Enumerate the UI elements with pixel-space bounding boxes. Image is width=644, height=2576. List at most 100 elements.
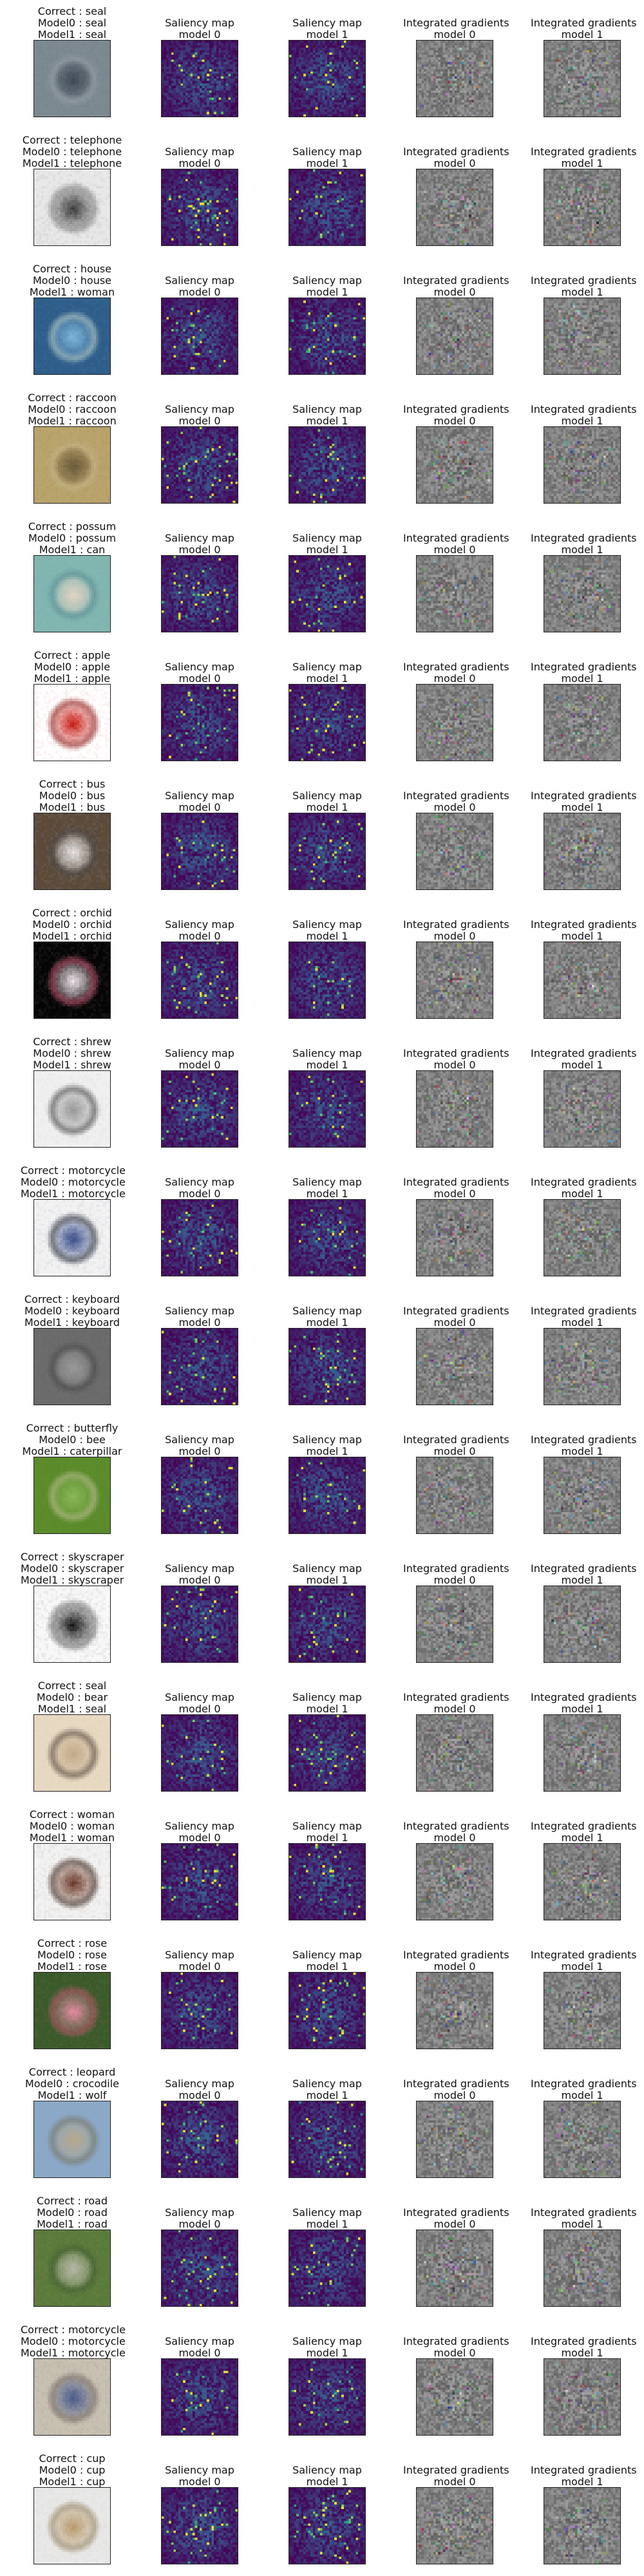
saliency-map-model-0-frame: [161, 2358, 238, 2436]
model0-prediction: Model0 : possum: [21, 533, 124, 544]
saliency-map-model-0-frame: [161, 1586, 238, 1663]
integrated-gradients-model-1-frame: [544, 684, 621, 761]
column-subtitle: model 1: [531, 1961, 634, 1973]
saliency-map-model-0-panel: Saliency map model 0: [161, 1417, 238, 1546]
column-subtitle: model 0: [148, 673, 251, 685]
saliency-map-model-1-panel: Saliency map model 1: [289, 129, 366, 258]
input-image: [34, 556, 110, 632]
correct-label: Correct : house: [21, 263, 124, 275]
sample-row: Correct : butterfly Model0 : bee Model1 : …: [0, 1417, 644, 1546]
column-title: Saliency map: [148, 2078, 251, 2090]
saliency-map-model-1-panel: Saliency map model 1: [289, 1417, 366, 1546]
saliency-map-model-0: [162, 2359, 238, 2435]
saliency-map-model-0: [162, 1715, 238, 1791]
sample-row: Correct : seal Model0 : bear Model1 : seal…: [0, 1674, 644, 1803]
saliency-map-model-1-panel: Saliency map model 1: [289, 515, 366, 644]
column-title: Integrated gradients: [531, 2465, 634, 2476]
saliency-map-model-0: [162, 942, 238, 1018]
integrated-gradients-model-1-panel: Integrated gradients model 1: [544, 644, 621, 773]
column-subtitle: model 0: [403, 1059, 506, 1071]
column-title: Saliency map: [148, 275, 251, 287]
saliency-map-model-1: [289, 427, 365, 503]
column-title: Saliency map: [148, 1949, 251, 1961]
model1-prediction: Model1 : wolf: [21, 2090, 124, 2101]
model1-prediction: Model1 : caterpillar: [21, 1446, 124, 1457]
integrated-gradients-model-0-frame: [416, 40, 493, 117]
integrated-gradients-model-0: [417, 556, 493, 632]
saliency-map-model-0-panel: Saliency map model 0: [161, 902, 238, 1030]
input-image-panel: Correct : butterfly Model0 : bee Model1 : …: [33, 1417, 111, 1546]
model0-prediction: Model0 : raccoon: [21, 404, 124, 415]
saliency-map-model-0-panel: Saliency map model 0: [161, 1030, 238, 1159]
saliency-map-model-1-frame: [289, 1328, 366, 1405]
correct-label: Correct : rose: [21, 1938, 124, 1949]
saliency-map-model-1-frame: [289, 684, 366, 761]
input-image-panel: Correct : skyscraper Model0 : skyscraper M…: [33, 1546, 111, 1674]
input-image-frame: [33, 298, 111, 375]
column-subtitle: model 1: [276, 544, 379, 556]
model0-prediction: Model0 : skyscraper: [21, 1563, 124, 1575]
model0-prediction: Model0 : house: [21, 275, 124, 287]
saliency-map-model-0: [162, 1071, 238, 1147]
column-title: Integrated gradients: [403, 1048, 506, 1059]
saliency-map-model-0-caption: Saliency map model 0: [148, 146, 251, 169]
column-subtitle: model 0: [403, 931, 506, 942]
column-subtitle: model 1: [531, 544, 634, 556]
saliency-map-model-1: [289, 556, 365, 632]
integrated-gradients-model-1-caption: Integrated gradients model 1: [531, 1692, 634, 1715]
column-subtitle: model 1: [276, 158, 379, 169]
column-subtitle: model 1: [531, 1832, 634, 1844]
input-image-panel: Correct : leopard Model0 : crocodile Model…: [33, 2061, 111, 2190]
integrated-gradients-model-1-panel: Integrated gradients model 1: [544, 258, 621, 386]
model0-prediction: Model0 : bear: [21, 1692, 124, 1703]
sample-row: Correct : shrew Model0 : shrew Model1 : sh…: [0, 1030, 644, 1159]
saliency-map-model-0-frame: [161, 2101, 238, 2178]
model1-prediction: Model1 : raccoon: [21, 415, 124, 427]
correct-label: Correct : apple: [21, 650, 124, 661]
integrated-gradients-model-1: [544, 1329, 620, 1405]
column-title: Saliency map: [276, 1692, 379, 1703]
saliency-map-model-1-frame: [289, 40, 366, 117]
integrated-gradients-model-0-frame: [416, 2487, 493, 2564]
integrated-gradients-model-0: [417, 169, 493, 245]
integrated-gradients-model-1-frame: [544, 1457, 621, 1534]
saliency-map-model-1-panel: Saliency map model 1: [289, 1159, 366, 1288]
saliency-map-model-1-frame: [289, 555, 366, 632]
column-title: Saliency map: [276, 1949, 379, 1961]
integrated-gradients-model-0-caption: Integrated gradients model 0: [403, 2207, 506, 2230]
correct-label: Correct : motorcycle: [21, 2324, 124, 2336]
input-image-panel: Correct : seal Model0 : bear Model1 : seal: [33, 1674, 111, 1803]
column-title: Saliency map: [276, 1048, 379, 1059]
saliency-map-model-0-frame: [161, 2230, 238, 2307]
integrated-gradients-model-0-caption: Integrated gradients model 0: [403, 1305, 506, 1329]
column-subtitle: model 1: [276, 2476, 379, 2488]
input-image-frame: [33, 1328, 111, 1405]
sample-row: Correct : apple Model0 : apple Model1 : ap…: [0, 644, 644, 773]
integrated-gradients-model-0-frame: [416, 1199, 493, 1276]
saliency-map-model-1: [289, 2488, 365, 2564]
saliency-map-model-1: [289, 942, 365, 1018]
integrated-gradients-model-1-panel: Integrated gradients model 1: [544, 1417, 621, 1546]
integrated-gradients-model-1-panel: Integrated gradients model 1: [544, 129, 621, 258]
integrated-gradients-model-1-frame: [544, 813, 621, 890]
integrated-gradients-model-0: [417, 1844, 493, 1920]
integrated-gradients-model-1-panel: Integrated gradients model 1: [544, 2190, 621, 2318]
integrated-gradients-model-1-panel: Integrated gradients model 1: [544, 2447, 621, 2576]
column-subtitle: model 1: [531, 29, 634, 41]
saliency-map-model-1-caption: Saliency map model 1: [276, 2078, 379, 2101]
integrated-gradients-model-0-caption: Integrated gradients model 0: [403, 1177, 506, 1200]
integrated-gradients-model-1-frame: [544, 1972, 621, 2049]
saliency-map-model-1: [289, 813, 365, 889]
integrated-gradients-model-1-frame: [544, 2487, 621, 2564]
input-image-caption: Correct : bus Model0 : bus Model1 : bus: [21, 779, 124, 813]
integrated-gradients-model-0-caption: Integrated gradients model 0: [403, 1949, 506, 1973]
integrated-gradients-model-1-panel: Integrated gradients model 1: [544, 1674, 621, 1803]
input-image-frame: [33, 2358, 111, 2436]
saliency-map-model-1: [289, 1457, 365, 1533]
integrated-gradients-model-1-panel: Integrated gradients model 1: [544, 1030, 621, 1159]
integrated-gradients-model-0-panel: Integrated gradients model 0: [416, 2318, 493, 2447]
column-title: Integrated gradients: [531, 2207, 634, 2219]
sample-row: Correct : keyboard Model0 : keyboard Model…: [0, 1288, 644, 1417]
saliency-map-model-1-panel: Saliency map model 1: [289, 0, 366, 129]
model1-prediction: Model1 : woman: [21, 1832, 124, 1844]
